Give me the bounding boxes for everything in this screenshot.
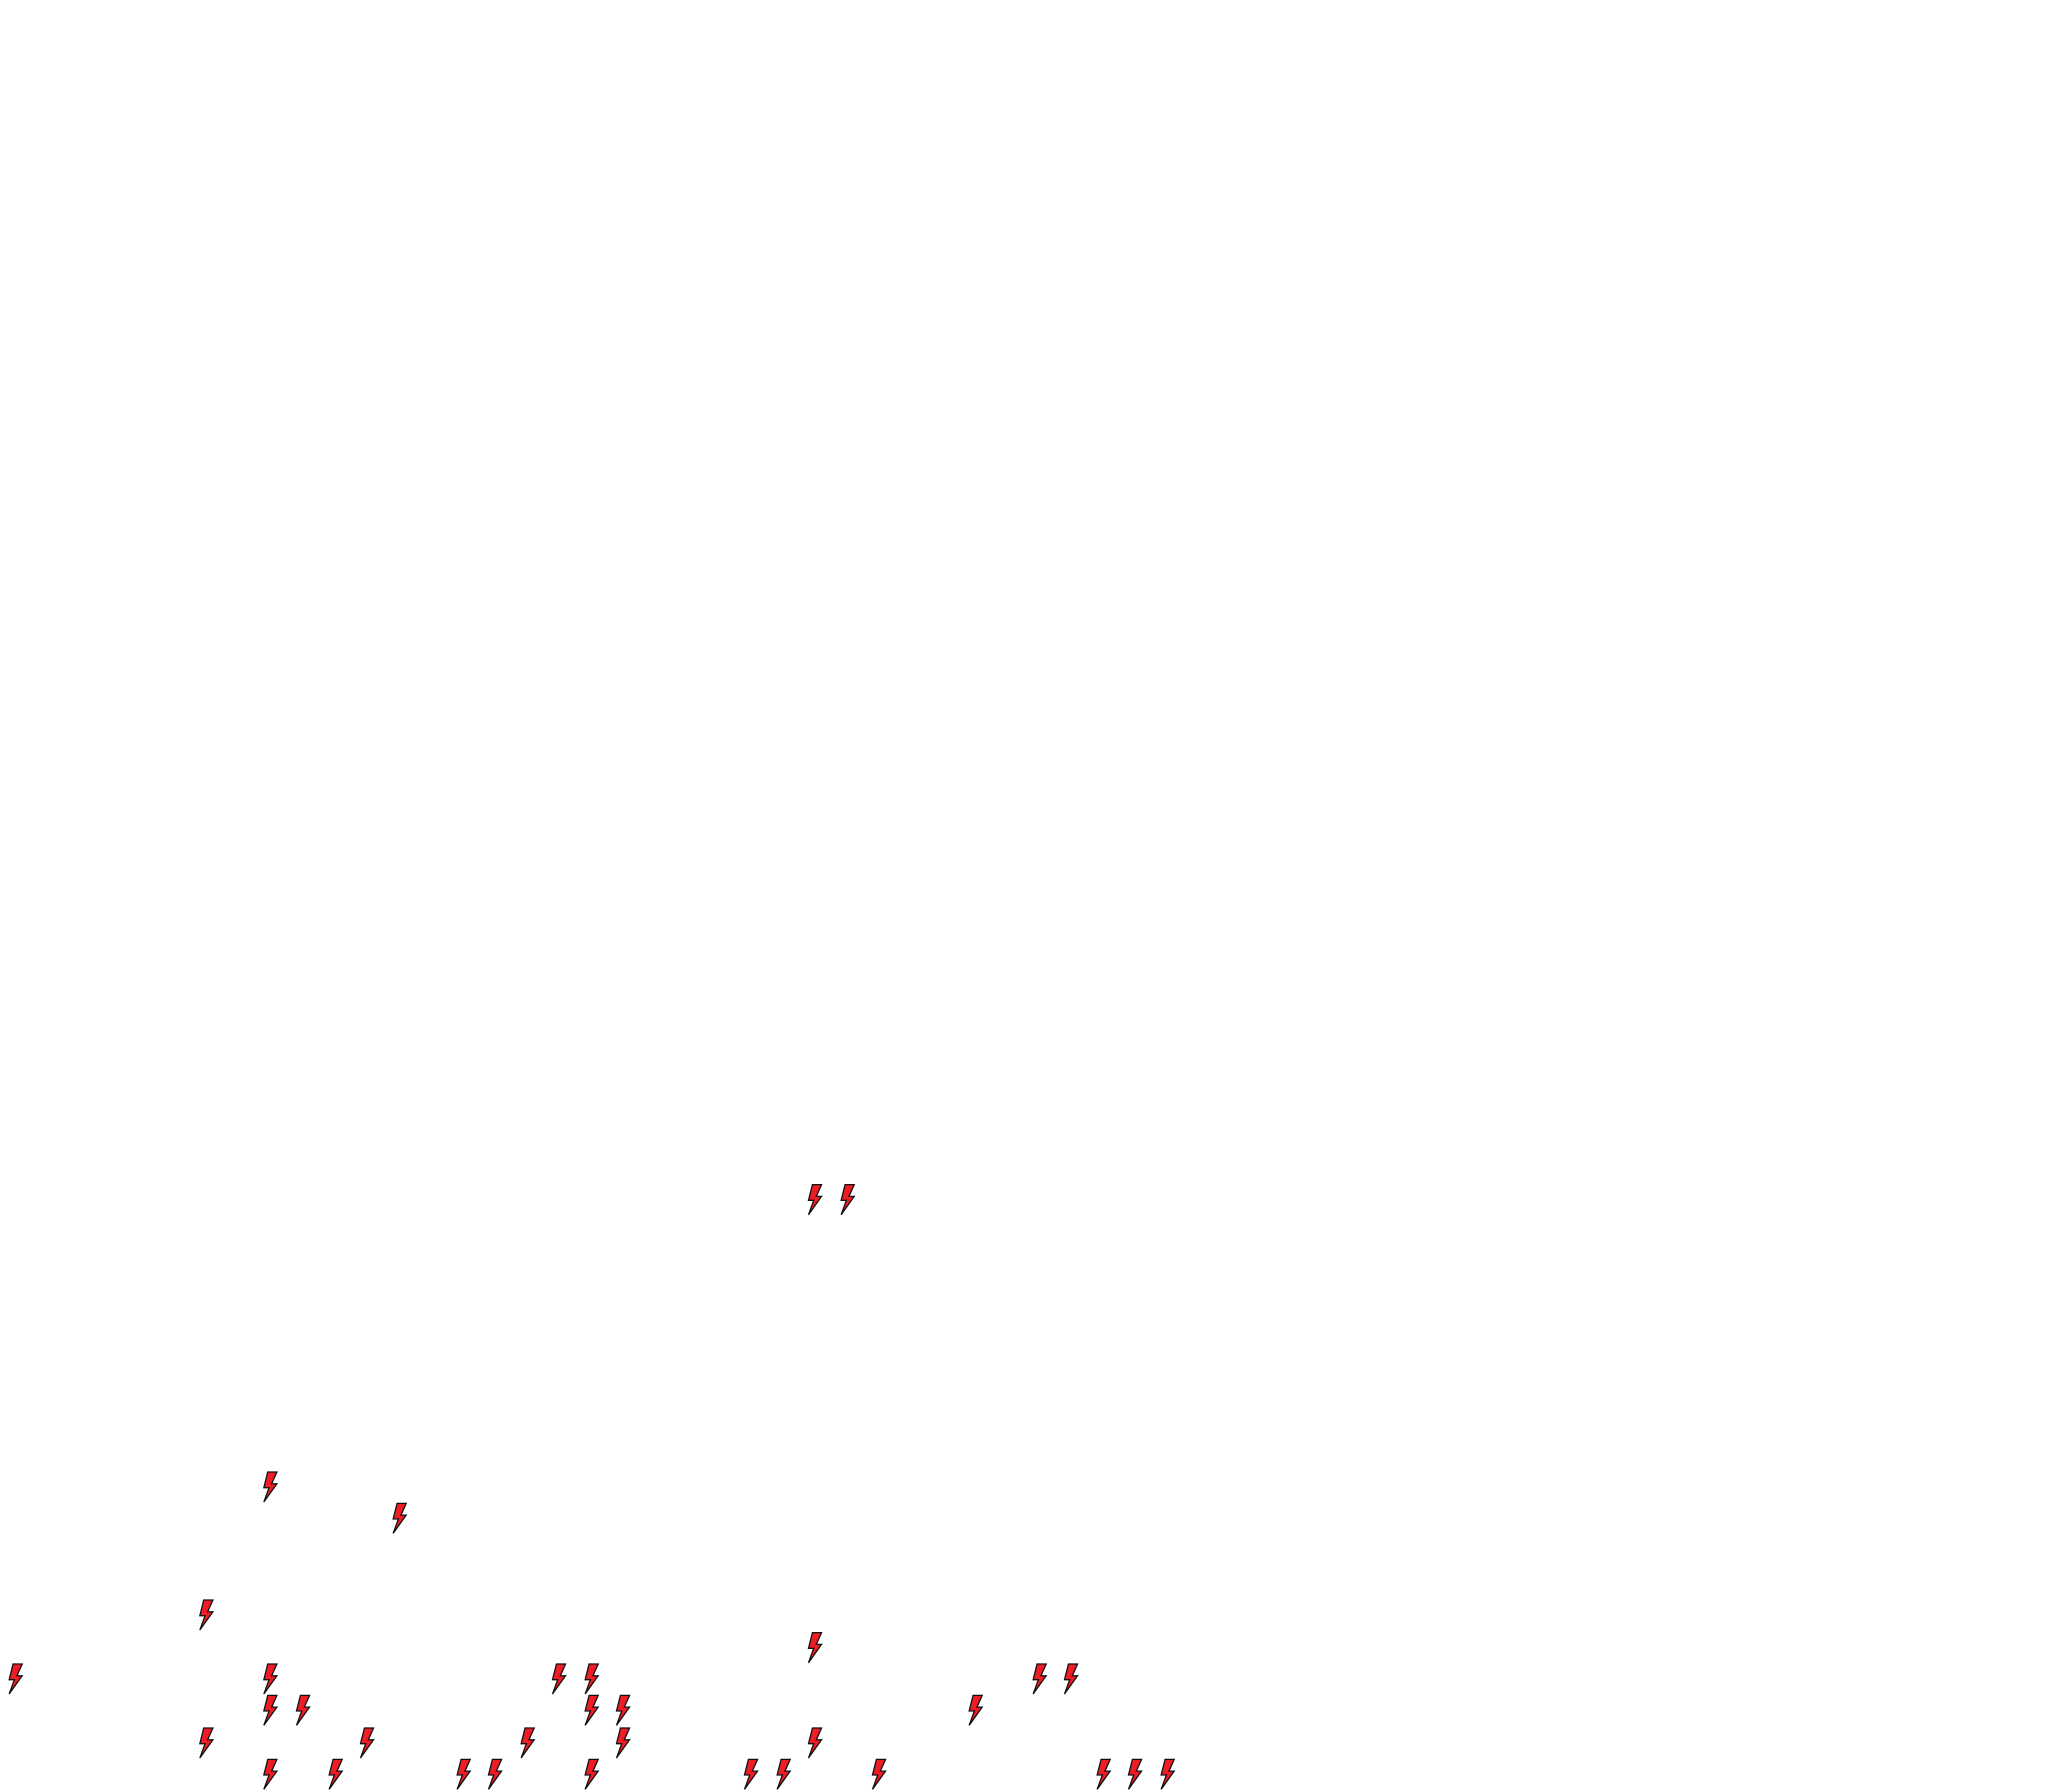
page — [0, 0, 2048, 1792]
background — [0, 0, 2048, 1792]
game-board — [0, 0, 2048, 1792]
